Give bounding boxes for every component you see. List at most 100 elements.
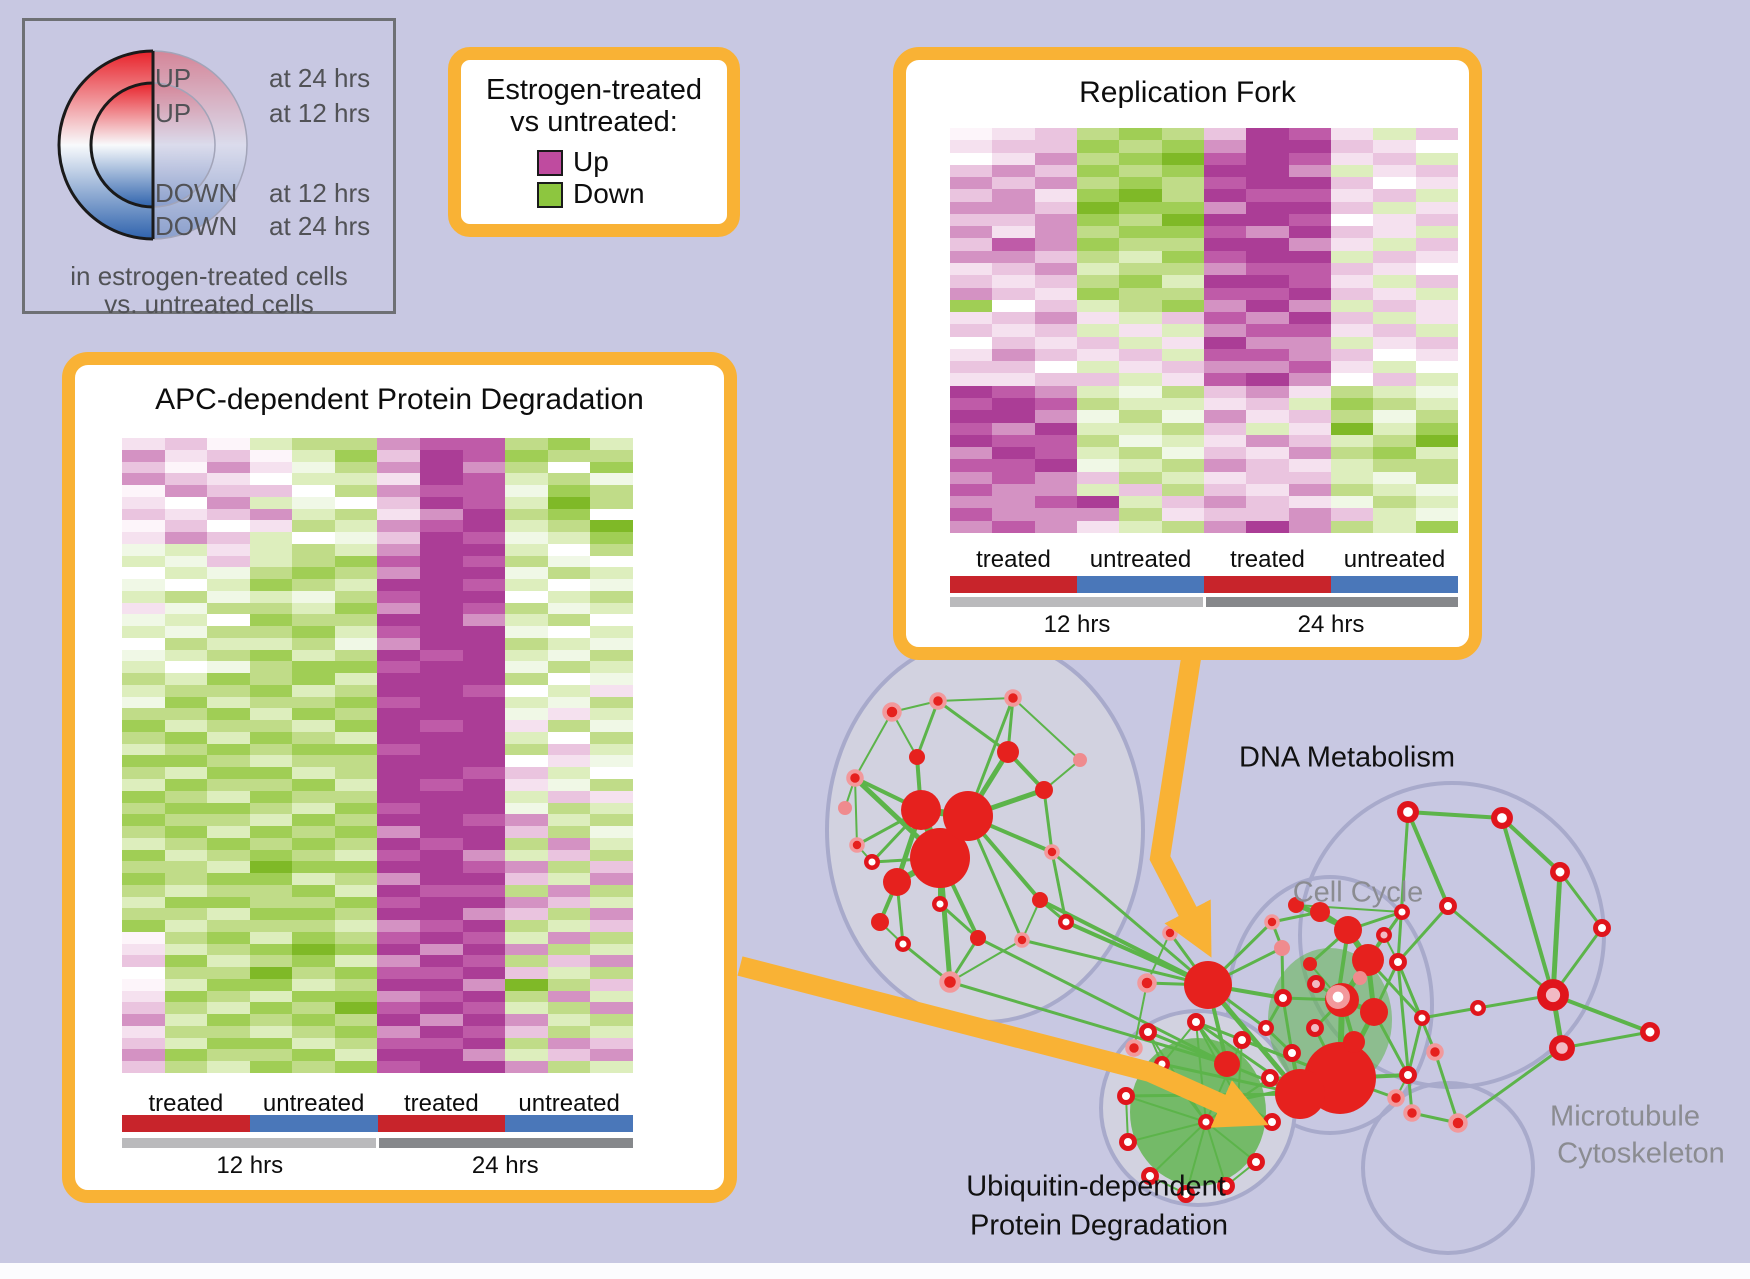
heatmap-cell: [950, 434, 993, 448]
gene-node-ring: [895, 936, 911, 952]
heatmap-cell: [292, 955, 335, 968]
heatmap-cell: [420, 978, 463, 991]
gene-node-pink-center: [1549, 1035, 1575, 1061]
heatmap-cell: [292, 1037, 335, 1050]
heatmap-cell: [292, 743, 335, 756]
heatmap-cell: [1119, 373, 1162, 386]
heatmap-cell: [292, 473, 335, 486]
heatmap-cell: [1161, 422, 1204, 435]
gene-node-pink: [1073, 753, 1087, 767]
network-edge: [1205, 1121, 1257, 1163]
heatmap-cell: [992, 348, 1035, 362]
heatmap-cell: [462, 908, 506, 921]
heatmap-cell: [334, 767, 378, 780]
heatmap-cell: [292, 626, 335, 638]
heatmap-cell: [334, 520, 378, 533]
heatmap-cell: [547, 896, 591, 909]
heatmap-cell: [207, 920, 250, 932]
network-edge: [1500, 817, 1555, 996]
heatmap-cell: [1288, 287, 1331, 300]
heatmap-cell: [420, 731, 463, 744]
heatmap-cell: [1161, 189, 1204, 202]
heatmap-cell: [249, 637, 293, 650]
heatmap-cell: [377, 731, 421, 744]
heatmap-cell: [122, 590, 165, 603]
network-edge: [1185, 1121, 1207, 1195]
heatmap-cell: [122, 837, 165, 850]
heatmap-cell: [249, 837, 293, 850]
heatmap-cell: [462, 708, 506, 721]
heatmap-cell: [377, 1037, 421, 1050]
heatmap-cell: [377, 1061, 421, 1073]
gene-node-solid: [910, 828, 970, 888]
heatmap-cell: [249, 567, 293, 580]
heatmap-cell: [292, 520, 335, 533]
timepoint-label: at 24 hrs: [269, 211, 371, 241]
heatmap-cell: [1034, 164, 1077, 178]
heatmap-cell: [377, 661, 421, 674]
gene-node-ring: [1394, 904, 1410, 920]
heatmap-cell: [1203, 508, 1247, 521]
gene-node-pink-center: [1307, 975, 1325, 993]
gene-node-ring: [1119, 1133, 1137, 1151]
heatmap-cell: [377, 449, 421, 462]
heatmap-cell: [1161, 434, 1204, 448]
heatmap-cell: [164, 590, 208, 603]
heatmap-cell: [992, 238, 1035, 251]
heatmap-cell: [207, 708, 250, 721]
heatmap-cell: [1330, 189, 1374, 202]
gene-node-ring: [1640, 1022, 1660, 1042]
heatmap-cell: [1415, 275, 1458, 288]
heatmap-cell: [590, 567, 633, 580]
network-edge: [915, 700, 940, 758]
heatmap-cell: [292, 920, 335, 932]
heatmap-cell: [164, 532, 208, 544]
heatmap-cell: [1373, 312, 1416, 325]
heatmap-cell: [462, 1037, 506, 1050]
heatmap-cell: [249, 896, 293, 909]
heatmap-cell: [334, 955, 378, 968]
heatmap-cell: [377, 696, 421, 709]
heatmap-cell: [1415, 447, 1458, 460]
heatmap-cell: [122, 543, 165, 556]
heatmap-cell: [505, 708, 548, 721]
estrogen-key-title-line1: Estrogen-treated: [485, 74, 702, 106]
heatmap-cell: [164, 496, 208, 509]
heatmap-cell: [1246, 238, 1289, 251]
heatmap-cell: [420, 579, 463, 591]
heatmap-cell: [334, 837, 378, 850]
heatmap-cell: [505, 473, 548, 486]
heatmap-cell: [1161, 262, 1204, 276]
heatmap-cell: [1203, 312, 1247, 325]
heatmap-cell: [334, 1037, 378, 1050]
heatmap-cell: [547, 649, 591, 662]
heatmap-cell: [249, 790, 293, 803]
treatment-group-label: treated: [404, 1090, 479, 1117]
heatmap-cell: [1119, 299, 1162, 313]
heatmap-cell: [547, 555, 591, 568]
heatmap-cell: [249, 884, 293, 897]
updown-caption-line2: vs. untreated cells: [104, 289, 314, 319]
heatmap-cell: [505, 438, 548, 450]
heatmap-cell: [1373, 324, 1416, 337]
heatmap-cell: [334, 978, 378, 991]
heatmap-cell: [1246, 201, 1289, 214]
gene-node-ring: [1139, 1023, 1157, 1041]
heatmap-cell: [1330, 140, 1374, 153]
heatmap-cell: [1415, 299, 1458, 313]
gene-node-solid: [1214, 1051, 1240, 1077]
heatmap-cell: [292, 508, 335, 521]
heatmap-cell: [1119, 447, 1162, 460]
heatmap-cell: [462, 649, 506, 662]
network-edge: [1396, 961, 1437, 1053]
heatmap-cell: [1161, 226, 1204, 239]
heatmap-cell: [462, 684, 506, 697]
heatmap-cell: [249, 673, 293, 685]
heatmap-cell: [377, 496, 421, 509]
heatmap-cell: [992, 471, 1035, 484]
heatmap-cell: [950, 422, 993, 435]
heatmap-cell: [1246, 128, 1289, 141]
heatmap-cell: [420, 1025, 463, 1038]
heatmap-cell: [292, 449, 335, 462]
heatmap-cell: [420, 743, 463, 756]
